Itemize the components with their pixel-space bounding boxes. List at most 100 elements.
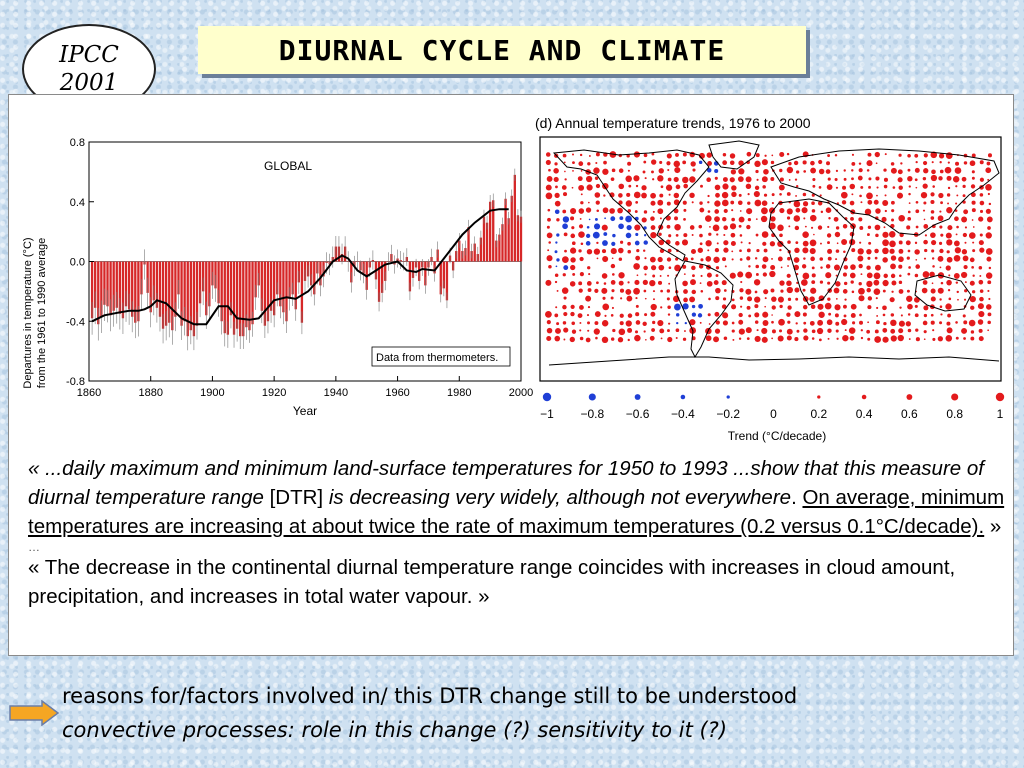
trend-dot [691,234,694,236]
y-axis-label-line2: from the 1961 to 1990 average [36,238,48,388]
trend-dot [755,264,760,269]
trend-dot [793,257,800,263]
trend-dot [930,192,935,197]
bar-1892 [186,261,189,337]
trend-dot [985,208,991,214]
trend-dot [714,247,720,253]
trend-dot [843,265,849,270]
trend-dot [676,313,680,317]
trend-dot [825,272,832,279]
trend-dot [939,305,943,308]
trend-dot [802,201,809,207]
trend-dot [866,272,873,279]
trend-dot [971,153,976,158]
trend-dot [898,289,904,294]
trend-dot [603,282,607,285]
trend-dot [714,328,721,334]
trend-dot [618,280,624,286]
trend-dot [652,274,656,278]
trend-dot [890,313,895,317]
trend-dot [706,152,713,158]
trend-dot [810,287,817,294]
trend-dot [985,248,993,255]
bar-1990 [488,201,492,262]
trend-dot [817,201,823,206]
trend-dot [554,250,558,254]
bar-1889 [177,261,180,295]
trend-dot [698,264,704,269]
trend-dot [842,334,849,342]
right-arrow-icon [9,700,60,726]
trend-dot [562,153,567,158]
legend-dot [542,392,552,402]
trend-dot [810,160,815,166]
trend-dot [716,242,719,245]
trend-dot [818,338,822,342]
ipcc-badge-line2: 2001 [59,70,119,96]
trend-dot [596,241,599,245]
trend-dot [665,184,673,191]
trend-dot [978,240,984,246]
trend-dot [860,329,863,332]
trend-dot [579,218,582,220]
trend-dot [754,320,759,324]
trend-dot [827,297,831,301]
trend-dot [740,241,743,244]
trend-dot [642,170,646,174]
trend-dot [763,289,769,295]
trend-dot [643,240,648,245]
trend-dot [594,192,601,198]
trend-dot [644,273,647,276]
trend-dot [770,216,776,222]
trend-dot [603,160,607,165]
trend-dot [898,320,905,327]
trend-dot [779,193,782,196]
trend-dot [617,207,623,214]
trend-dot [764,305,766,308]
trend-dot [618,183,625,190]
trend-dot [962,314,966,318]
trend-dot [939,298,942,301]
trend-dot [914,273,919,278]
trend-dot [882,289,886,293]
trend-dot [707,210,711,213]
trend-dot [923,168,929,174]
trend-dot [802,288,806,292]
trend-dot [931,249,935,253]
trend-dot [754,312,760,318]
trend-dot [691,304,696,309]
trend-dot [731,191,737,198]
trend-dot [700,290,704,293]
ipcc-quote: « ...daily maximum and minimum land-surf… [28,454,1013,611]
trend-dot [594,288,599,293]
trend-dot [793,215,801,222]
trend-dot [763,168,769,175]
trend-dot [570,233,576,239]
trend-dot [954,247,961,254]
trend-dot [979,296,984,302]
trend-dot [860,201,863,204]
trend-dot [554,192,560,199]
trend-dot [627,241,631,246]
trend-dot [683,218,686,221]
trend-dot [653,298,655,301]
trend-dot [809,214,817,222]
trend-dot [625,232,632,239]
trend-dot [579,321,582,324]
bar-1893 [189,261,192,331]
trend-dot [714,216,720,223]
trend-dot [657,256,663,263]
trend-dot [930,199,935,205]
bar-1918 [266,261,270,322]
trend-dot [915,200,919,204]
trend-dot [858,263,863,269]
trend-dot [987,289,990,293]
trend-dot [930,296,936,302]
trend-dot [650,303,657,311]
trend-dot [908,266,911,269]
ytick-label: 0.0 [70,257,85,269]
trend-dot [852,321,856,325]
trend-dot [978,279,984,285]
bar-1926 [291,261,294,295]
trend-dot [834,304,841,311]
